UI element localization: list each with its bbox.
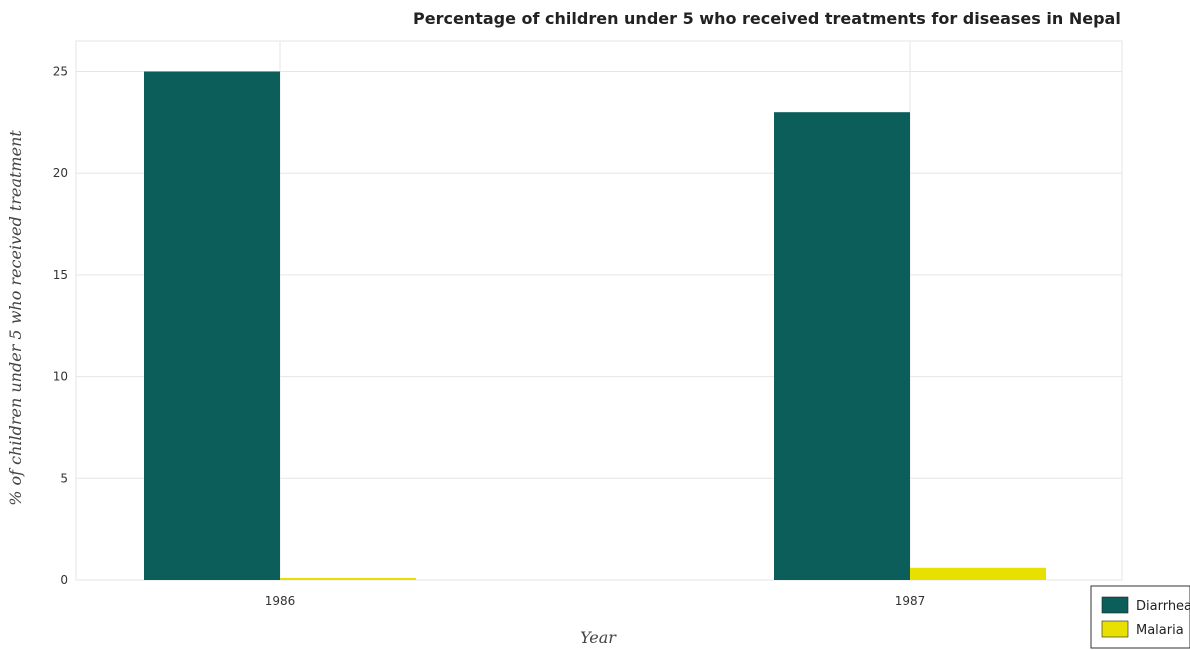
legend-box bbox=[1090, 585, 1190, 649]
chart-title: Percentage of children under 5 who recei… bbox=[413, 9, 1121, 28]
bar-malaria-1986 bbox=[280, 577, 416, 580]
plot-border bbox=[75, 40, 1123, 581]
y-axis-label: % of children under 5 who received treat… bbox=[6, 130, 25, 506]
y-tick-label: 15 bbox=[53, 268, 68, 282]
x-tick-label: 1987 bbox=[895, 594, 926, 608]
legend-label-malaria: Malaria bbox=[1136, 623, 1184, 638]
legend-label-diarrhea: Diarrhea bbox=[1136, 599, 1190, 614]
bar-diarrhea-1986 bbox=[144, 71, 280, 581]
y-tick-label: 5 bbox=[60, 471, 68, 485]
legend-swatch-diarrhea bbox=[1101, 596, 1129, 614]
y-ticks: 0 5 10 15 20 25 bbox=[53, 65, 68, 587]
x-tick-label: 1986 bbox=[265, 594, 296, 608]
y-tick-label: 25 bbox=[53, 65, 68, 79]
bar-malaria-1987 bbox=[910, 567, 1046, 580]
x-ticks: 1986 1987 bbox=[265, 594, 926, 608]
legend-swatch-malaria bbox=[1101, 620, 1129, 638]
bar-diarrhea-1987 bbox=[774, 112, 910, 580]
y-tick-label: 0 bbox=[60, 573, 68, 587]
legend: Diarrhea Malaria bbox=[1090, 585, 1190, 649]
y-tick-label: 20 bbox=[53, 166, 68, 180]
bars bbox=[144, 71, 1046, 581]
y-tick-label: 10 bbox=[53, 370, 68, 384]
x-axis-label: Year bbox=[580, 628, 617, 647]
